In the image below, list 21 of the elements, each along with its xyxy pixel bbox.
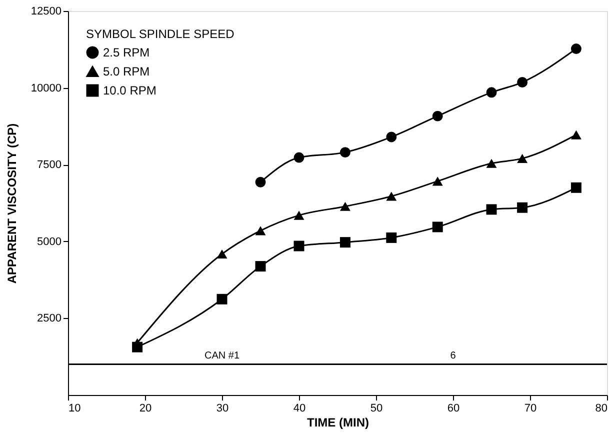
y-tick-label: 10000 xyxy=(30,82,62,94)
y-tick-label: 12500 xyxy=(30,6,62,18)
x-tick-label: 60 xyxy=(447,402,460,414)
x-tick-label: 20 xyxy=(139,402,152,414)
x-tick-label: 40 xyxy=(293,402,306,414)
annotation: CAN #1 xyxy=(204,350,240,362)
y-tick-label: 2500 xyxy=(37,312,62,325)
x-tick-label: 80 xyxy=(595,402,608,414)
x-tick-label: 70 xyxy=(524,402,537,414)
legend-label: 5.0 RPM xyxy=(103,64,150,78)
y-axis-title: APPARENT VISCOSITY (CP) xyxy=(4,123,19,284)
x-axis-title: TIME (MIN) xyxy=(307,416,369,430)
legend-label: 10.0 RPM xyxy=(103,84,156,98)
x-tick-label: 10 xyxy=(68,402,81,414)
x-tick-label: 50 xyxy=(370,402,383,414)
legend-label: 2.5 RPM xyxy=(103,46,150,60)
annotation: 6 xyxy=(450,350,456,362)
y-tick-label: 5000 xyxy=(37,236,62,248)
y-tick-label: 7500 xyxy=(37,159,62,172)
x-tick-label: 30 xyxy=(216,402,229,414)
legend-title: SYMBOL SPINDLE SPEED xyxy=(86,27,235,41)
